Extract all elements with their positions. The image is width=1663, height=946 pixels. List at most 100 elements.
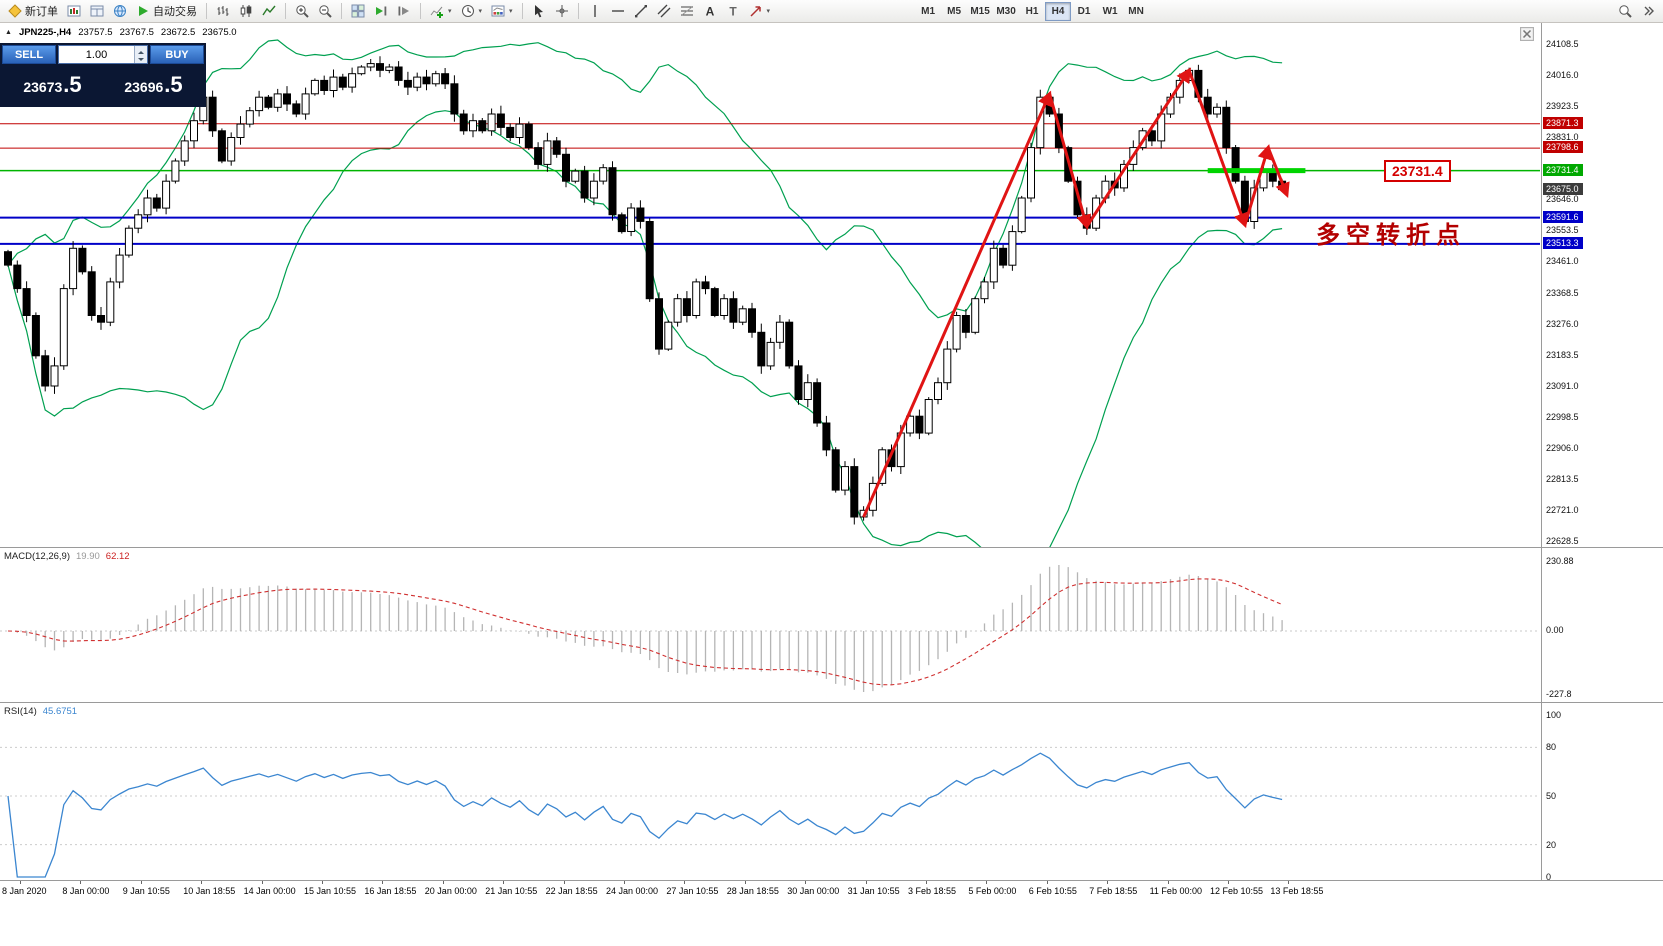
candle-body <box>273 93 282 108</box>
buy-button[interactable]: BUY <box>150 45 204 64</box>
spinner-up-icon[interactable] <box>135 46 147 55</box>
timeframe-h4-button[interactable]: H4 <box>1045 1 1072 21</box>
toolbar-overflow-button[interactable] <box>1637 1 1659 21</box>
candle-body <box>608 167 617 216</box>
indicators-button[interactable]: ▾ <box>426 1 456 21</box>
time-axis-label: 5 Feb 00:00 <box>968 886 1017 896</box>
price-axis-label: 22721.0 <box>1546 504 1579 515</box>
timeframe-m1-button[interactable]: M1 <box>915 2 941 21</box>
candle-body <box>217 130 226 162</box>
rsi-axis[interactable]: 100 80 50 20 0 <box>1541 703 1663 882</box>
vertical-line-button[interactable] <box>584 1 606 21</box>
channel-button[interactable] <box>653 1 675 21</box>
candle-body <box>180 140 189 162</box>
time-axis[interactable]: 8 Jan 2020 8 Jan 00:00 9 Jan 10:55 10 Jan 1… <box>0 880 1663 946</box>
macd-canvas[interactable] <box>0 548 1541 703</box>
sell-price[interactable]: 23673.5 <box>23 72 82 97</box>
candle-body <box>794 365 803 400</box>
price-chart-canvas[interactable] <box>0 23 1541 547</box>
periods-button[interactable]: ▾ <box>457 1 487 21</box>
candle-body <box>310 79 319 95</box>
tile-windows-icon <box>351 4 365 18</box>
candle-body <box>599 167 608 182</box>
candle-body <box>961 315 970 333</box>
timeframe-h1-button[interactable]: H1 <box>1019 2 1045 21</box>
candle-body <box>506 126 515 139</box>
candle-body <box>450 83 459 115</box>
trendline-button[interactable] <box>630 1 652 21</box>
candle-body <box>803 382 812 401</box>
candle-body <box>469 120 477 132</box>
timeframe-m5-button[interactable]: M5 <box>941 2 967 21</box>
candle-body <box>162 180 171 209</box>
ohlc-high: 23767.5 <box>119 27 154 38</box>
data-window-icon <box>90 5 104 17</box>
label-icon: T <box>729 5 737 19</box>
buy-price[interactable]: 23696.5 <box>124 72 183 97</box>
time-axis-tick <box>1167 881 1169 884</box>
zoom-in-button[interactable] <box>291 1 313 21</box>
fibonacci-button[interactable] <box>676 1 698 21</box>
navigator-button[interactable] <box>109 1 131 21</box>
candle-body <box>59 288 68 367</box>
candlestick-chart-button[interactable] <box>235 1 257 21</box>
rsi-canvas[interactable] <box>0 703 1541 881</box>
trend-arrow <box>862 90 1052 518</box>
bars-chart-button[interactable] <box>212 1 234 21</box>
time-axis-label: 10 Jan 18:55 <box>183 886 236 896</box>
zoom-out-icon <box>319 5 332 18</box>
candle-body <box>617 214 626 233</box>
candle-body <box>701 281 710 290</box>
timeframe-m15-button[interactable]: M15 <box>967 2 993 21</box>
time-axis-tick <box>684 881 686 884</box>
arrows-button[interactable]: ▾ <box>745 1 775 21</box>
volume-value[interactable]: 1.00 <box>85 48 108 61</box>
chart-close-icon[interactable] <box>1520 27 1534 41</box>
timeframe-mn-button[interactable]: MN <box>1123 2 1149 21</box>
candle-body <box>655 298 663 350</box>
price-axis[interactable]: 24108.5 24016.0 23923.5 23831.0 23646.0 23553… <box>1541 23 1663 547</box>
auto-trading-button[interactable]: 自动交易 <box>132 1 201 21</box>
timeframe-d1-button[interactable]: D1 <box>1071 2 1097 21</box>
time-axis-label: 6 Feb 10:55 <box>1028 886 1077 896</box>
sell-button[interactable]: SELL <box>2 45 56 64</box>
new-order-button[interactable]: 新订单 <box>4 1 62 21</box>
spinner-down-icon[interactable] <box>135 54 147 63</box>
vertical-line-icon <box>593 5 596 17</box>
line-chart-button[interactable] <box>258 1 280 21</box>
candle-body <box>320 79 329 92</box>
candle-body <box>487 113 496 132</box>
candle-body <box>543 140 552 165</box>
collapse-panel-icon[interactable]: ▲ <box>5 29 12 36</box>
macd-axis[interactable]: 230.88 0.00 -227.8 <box>1541 548 1663 702</box>
market-watch-button[interactable] <box>63 1 85 21</box>
label-button[interactable]: T <box>722 1 744 21</box>
volume-stepper[interactable]: 1.00 <box>58 45 148 64</box>
time-axis-label: 14 Jan 00:00 <box>243 886 296 896</box>
periods-icon <box>461 5 474 17</box>
timeframe-m30-button[interactable]: M30 <box>993 2 1019 21</box>
time-axis-tick <box>563 881 565 884</box>
volume-spinner[interactable] <box>134 46 147 63</box>
dropdown-caret-icon: ▾ <box>448 8 452 15</box>
templates-button[interactable]: ▾ <box>487 1 517 21</box>
horizontal-line-button[interactable] <box>607 1 629 21</box>
text-button[interactable]: A <box>699 1 721 21</box>
candle-body <box>915 415 924 434</box>
macd-signal-line <box>7 578 1283 686</box>
data-window-button[interactable] <box>86 1 108 21</box>
price-axis-label: 23553.5 <box>1546 225 1579 236</box>
chart-shift-button[interactable] <box>393 1 415 21</box>
auto-scroll-button[interactable] <box>370 1 392 21</box>
cursor-button[interactable] <box>528 1 550 21</box>
timeframe-w1-button[interactable]: W1 <box>1097 2 1123 21</box>
crosshair-button[interactable] <box>551 1 573 21</box>
tile-windows-button[interactable] <box>347 1 369 21</box>
candle-body <box>636 207 645 222</box>
zoom-out-button[interactable] <box>314 1 336 21</box>
candle-body <box>989 247 998 283</box>
candle-body <box>78 247 87 273</box>
candle-body <box>152 197 161 209</box>
candle-body <box>97 315 105 323</box>
symbol-search-button[interactable] <box>1614 1 1636 21</box>
